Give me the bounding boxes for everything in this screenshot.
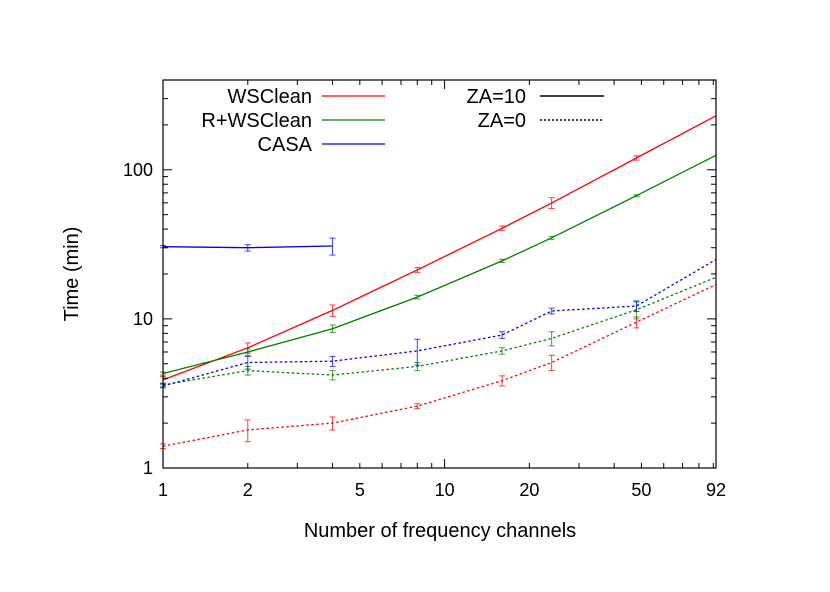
error-bar-casa-za-10: [329, 237, 336, 256]
error-bar-r-wsclean-za-10: [329, 324, 336, 334]
error-bar-r-wsclean-za-0: [499, 347, 506, 355]
error-bar-casa-za-0: [548, 307, 555, 315]
error-bar-wsclean-za-10: [329, 304, 336, 317]
error-bar-wsclean-za-10: [548, 197, 555, 209]
error-bar-casa-za-0: [329, 355, 336, 367]
x-tick-label: 10: [435, 480, 455, 500]
series-line-r-wsclean-za-0: [162, 276, 717, 386]
series-line-casa-za-0: [162, 258, 717, 387]
plot-marks: [160, 115, 717, 450]
error-bar-wsclean-za-10: [633, 155, 640, 161]
y-tick-labels: 1 10 100: [123, 160, 153, 478]
series-line-wsclean-za-10: [162, 115, 717, 381]
y-axis-label: Time (min): [61, 227, 83, 322]
plot-frame: [162, 79, 717, 469]
error-bar-casa-za-0: [633, 300, 640, 313]
error-bar-wsclean-za-0: [499, 375, 506, 387]
series-line-r-wsclean-za-10: [162, 154, 717, 375]
error-bar-r-wsclean-za-0: [548, 331, 555, 347]
error-bar-r-wsclean-za-10: [414, 294, 421, 300]
legend-label-za10: ZA=10: [467, 86, 526, 108]
error-bar-wsclean-za-10: [414, 267, 421, 273]
error-bar-wsclean-za-0: [414, 403, 421, 410]
error-bar-r-wsclean-za-10: [548, 235, 555, 240]
x-tick-label: 50: [631, 480, 651, 500]
legend-label-za0: ZA=0: [478, 110, 526, 132]
legend-label-wsclean: WSClean: [228, 86, 312, 108]
error-bar-wsclean-za-0: [244, 419, 251, 443]
error-bar-wsclean-za-0: [548, 354, 555, 372]
x-tick-label: 1: [158, 480, 168, 500]
error-bar-casa-za-0: [499, 331, 506, 339]
y-tick-label: 100: [123, 160, 153, 180]
error-bar-r-wsclean-za-0: [329, 370, 336, 381]
legend-label-rwsclean: R+WSClean: [201, 110, 312, 132]
x-tick-label: 20: [519, 480, 539, 500]
x-axis-label: Number of frequency channels: [304, 520, 576, 542]
x-tick-label: 92: [706, 480, 726, 500]
axis-ticks: [162, 79, 716, 469]
error-bar-wsclean-za-0: [329, 416, 336, 431]
error-bar-r-wsclean-za-10: [499, 258, 506, 263]
x-tick-label: 2: [243, 480, 253, 500]
error-bar-r-wsclean-za-10: [244, 348, 251, 356]
error-bar-wsclean-za-10: [499, 225, 506, 232]
y-tick-label: 1: [143, 458, 153, 478]
x-tick-label: 5: [355, 480, 365, 500]
error-bar-r-wsclean-za-10: [633, 194, 640, 198]
legend-label-casa: CASA: [258, 134, 313, 156]
series-line-wsclean-za-0: [162, 283, 717, 447]
error-bar-casa-za-0: [244, 355, 251, 370]
x-tick-labels: 1 2 5 10 20 50 92: [158, 480, 726, 500]
error-bar-casa-za-0: [414, 338, 421, 366]
y-tick-label: 10: [133, 309, 153, 329]
error-bar-casa-za-10: [244, 244, 251, 252]
legend: WSClean R+WSClean CASA ZA=10 ZA=0: [201, 86, 604, 156]
